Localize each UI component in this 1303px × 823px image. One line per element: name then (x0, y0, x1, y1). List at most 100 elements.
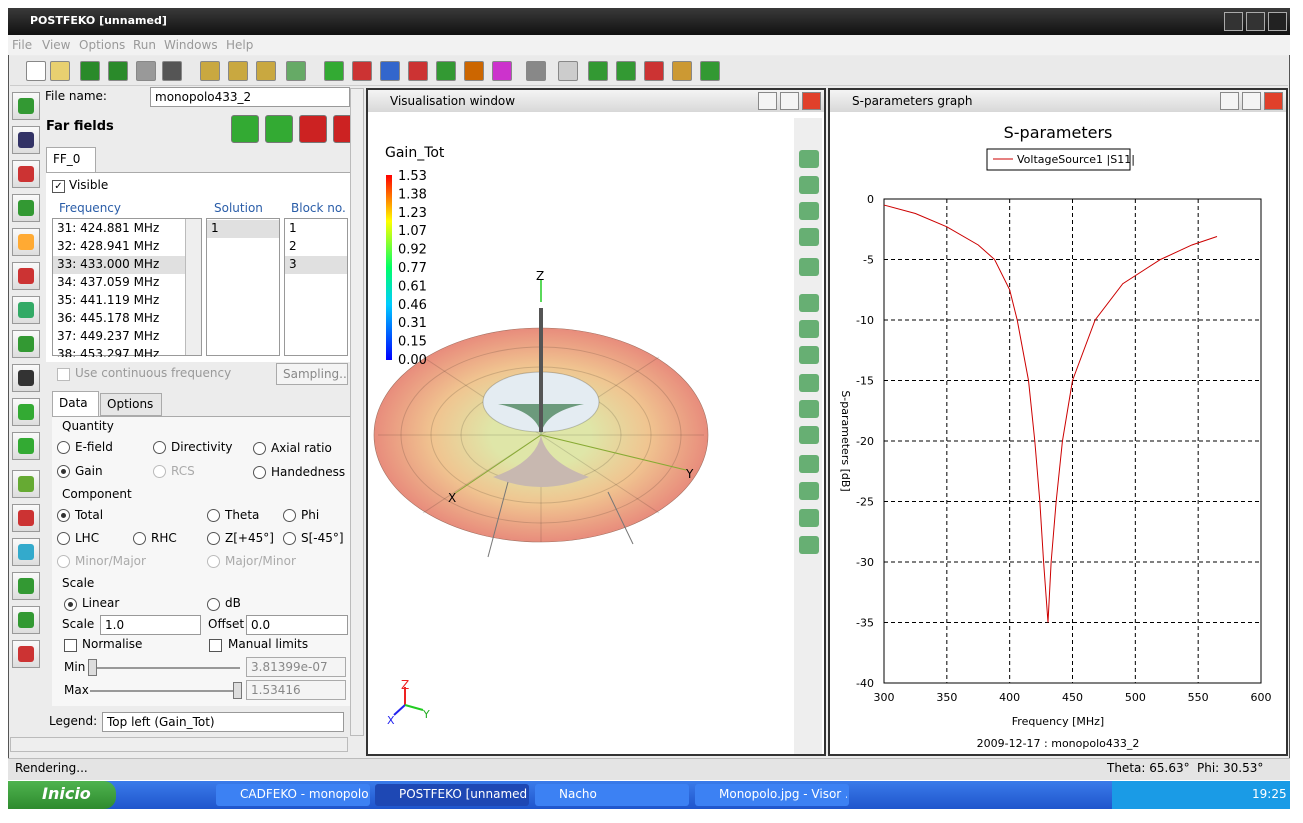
task-item[interactable] (535, 784, 689, 806)
list-item[interactable]: 38: 453.297 MHz (57, 347, 160, 361)
list-item[interactable]: 34: 437.059 MHz (57, 275, 160, 289)
radio[interactable] (207, 555, 220, 568)
side-button[interactable] (12, 606, 40, 634)
task-item[interactable] (695, 784, 849, 806)
vis-tool[interactable] (799, 346, 819, 364)
toolbar-button[interactable] (526, 61, 546, 81)
vis-tool[interactable] (799, 400, 819, 418)
list-item[interactable]: 1 (289, 221, 297, 235)
side-icon[interactable] (18, 132, 34, 148)
task-item[interactable] (216, 784, 370, 806)
panel-button[interactable] (231, 115, 259, 143)
list-item[interactable]: 3 (289, 257, 297, 271)
list-item[interactable]: 33: 433.000 MHz (57, 257, 160, 271)
radio-label[interactable]: RCS (171, 464, 195, 478)
vis-tool[interactable] (799, 258, 819, 276)
side-icon[interactable] (18, 544, 34, 560)
radio-dot[interactable] (61, 469, 66, 474)
vis-tool[interactable] (799, 320, 819, 338)
side-button[interactable] (12, 504, 40, 532)
toolbar-button[interactable] (408, 61, 428, 81)
vis-tool[interactable] (799, 509, 819, 527)
vis-tool[interactable] (799, 374, 819, 392)
list-item[interactable]: 36: 445.178 MHz (57, 311, 160, 325)
toolbar-button[interactable] (588, 61, 608, 81)
toolbar-button[interactable] (672, 61, 692, 81)
radio-label[interactable]: dB (225, 596, 241, 610)
toolbar-button[interactable] (108, 61, 128, 81)
radio-label[interactable]: Major/Minor (225, 554, 296, 568)
toolbar-button[interactable] (324, 61, 344, 81)
text-input[interactable]: 1.0 (100, 615, 201, 635)
vis-tool[interactable] (799, 536, 819, 554)
task-label[interactable]: Monopolo.jpg - Visor ... (719, 787, 847, 801)
window-control[interactable] (1246, 12, 1265, 31)
radio-label[interactable]: Axial ratio (271, 441, 332, 455)
radio-label[interactable]: Linear (82, 596, 120, 610)
radio[interactable] (283, 509, 296, 522)
list-item[interactable]: 35: 441.119 MHz (57, 293, 160, 307)
start-label[interactable]: Inicio (42, 784, 91, 803)
side-icon[interactable] (18, 200, 34, 216)
checkbox[interactable] (57, 368, 70, 381)
radio[interactable] (57, 555, 70, 568)
radio-label[interactable]: LHC (75, 531, 100, 545)
checkbox[interactable]: ✓ (52, 180, 65, 193)
radio[interactable] (133, 532, 146, 545)
side-icon[interactable] (18, 370, 34, 386)
task-label[interactable]: Nacho (559, 787, 597, 801)
side-icon[interactable] (18, 510, 34, 526)
slider-track[interactable] (90, 667, 240, 669)
radio-label[interactable]: Z[+45°] (225, 531, 274, 545)
toolbar-button[interactable] (700, 61, 720, 81)
scrollbar[interactable] (350, 88, 364, 736)
toolbar-button[interactable] (352, 61, 372, 81)
radio-label[interactable]: Gain (75, 464, 103, 478)
side-icon[interactable] (18, 404, 34, 420)
radio[interactable] (207, 598, 220, 611)
task-item[interactable] (375, 784, 529, 806)
list-item[interactable]: 37: 449.237 MHz (57, 329, 160, 343)
window-control[interactable] (1220, 92, 1239, 110)
side-icon[interactable] (18, 578, 34, 594)
vis-tool[interactable] (799, 482, 819, 500)
radio-dot[interactable] (61, 513, 66, 518)
menu-item[interactable]: File (12, 38, 33, 52)
menu-item[interactable]: Options (79, 38, 126, 52)
text-input[interactable]: 1.53416 (246, 680, 346, 700)
radio-label[interactable]: Directivity (171, 440, 233, 454)
side-icon[interactable] (18, 336, 34, 352)
radio[interactable] (283, 532, 296, 545)
window-control[interactable] (802, 92, 821, 110)
radio[interactable] (57, 441, 70, 454)
vis-tool[interactable] (799, 228, 819, 246)
radio-label[interactable]: Total (75, 508, 104, 522)
radio-label[interactable]: Phi (301, 508, 320, 522)
menu-item[interactable]: Windows (164, 38, 218, 52)
list-item[interactable]: 32: 428.941 MHz (57, 239, 160, 253)
scrollbar[interactable] (10, 737, 348, 752)
radio-label[interactable]: S[-45°] (301, 531, 344, 545)
panel-button[interactable] (265, 115, 293, 143)
task-label[interactable]: POSTFEKO [unnamed] (399, 787, 527, 801)
window-control[interactable] (1264, 92, 1283, 110)
slider-thumb[interactable] (88, 659, 97, 676)
checkbox-label[interactable]: Normalise (82, 637, 143, 651)
radio[interactable] (207, 532, 220, 545)
toolbar-button[interactable] (256, 61, 276, 81)
side-icon[interactable] (18, 476, 34, 492)
toolbar-button[interactable] (644, 61, 664, 81)
vis-tool[interactable] (799, 294, 819, 312)
dropdown[interactable]: Top left (Gain_Tot) (102, 712, 344, 732)
radio-label[interactable]: Handedness (271, 465, 346, 479)
toolbar-button[interactable] (464, 61, 484, 81)
slider-thumb[interactable] (233, 682, 242, 699)
radio-label[interactable]: Minor/Major (75, 554, 146, 568)
start-button[interactable] (8, 781, 116, 809)
tab[interactable]: Options (100, 393, 162, 416)
vis-tool[interactable] (799, 202, 819, 220)
window-control[interactable] (1268, 12, 1287, 31)
list-box[interactable] (284, 218, 348, 356)
tab[interactable]: Data (52, 391, 99, 417)
radio[interactable] (253, 442, 266, 455)
